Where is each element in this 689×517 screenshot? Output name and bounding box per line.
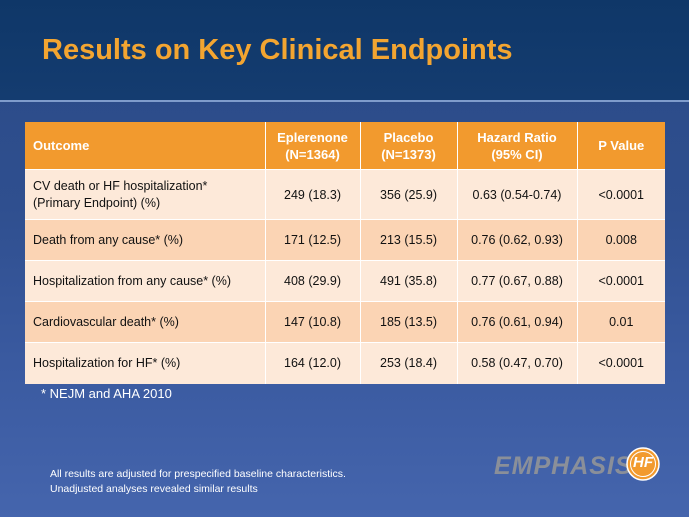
table-row: CV death or HF hospitalization* (Primary … [25, 169, 665, 220]
cell-outcome: Hospitalization from any cause* (%) [25, 260, 265, 302]
table-row: Cardiovascular death* (%) 147 (10.8) 185… [25, 301, 665, 343]
header-outcome: Outcome [25, 122, 265, 170]
cell-outcome: CV death or HF hospitalization* (Primary … [25, 169, 265, 220]
header-hazard-ratio: Hazard Ratio (95% CI) [456, 122, 577, 170]
header-placebo: Placebo (N=1373) [359, 122, 457, 170]
cell-hazard-ratio: 0.77 (0.67, 0.88) [456, 260, 577, 302]
emphasis-hf-logo: EMPHASIS HF [494, 446, 664, 486]
cell-eplerenone: 147 (10.8) [264, 301, 360, 343]
logo-badge-icon [626, 447, 660, 481]
table-row: Hospitalization from any cause* (%) 408 … [25, 260, 665, 302]
cell-p-value: <0.0001 [576, 169, 665, 220]
cell-eplerenone: 171 (12.5) [264, 219, 360, 261]
table-row: Death from any cause* (%) 171 (12.5) 213… [25, 219, 665, 261]
footnote: * NEJM and AHA 2010 [41, 386, 172, 401]
adjustment-note-line2: Unadjusted analyses revealed similar res… [50, 483, 258, 495]
table-header-row: Outcome Eplerenone (N=1364) Placebo (N=137… [25, 122, 665, 170]
cell-eplerenone: 164 (12.0) [264, 342, 360, 384]
cell-p-value: 0.01 [576, 301, 665, 343]
cell-p-value: 0.008 [576, 219, 665, 261]
cell-outcome: Hospitalization for HF* (%) [25, 342, 265, 384]
cell-placebo: 491 (35.8) [359, 260, 457, 302]
cell-hazard-ratio: 0.58 (0.47, 0.70) [456, 342, 577, 384]
cell-hazard-ratio: 0.63 (0.54-0.74) [456, 169, 577, 220]
logo-wordmark: EMPHASIS [494, 452, 633, 480]
cell-eplerenone: 249 (18.3) [264, 169, 360, 220]
cell-eplerenone: 408 (29.9) [264, 260, 360, 302]
slide-title: Results on Key Clinical Endpoints [42, 34, 513, 66]
header-p-value: P Value [576, 122, 665, 170]
cell-p-value: <0.0001 [576, 260, 665, 302]
cell-hazard-ratio: 0.76 (0.61, 0.94) [456, 301, 577, 343]
cell-placebo: 213 (15.5) [359, 219, 457, 261]
cell-placebo: 185 (13.5) [359, 301, 457, 343]
results-table: Outcome Eplerenone (N=1364) Placebo (N=137… [25, 122, 665, 384]
header-eplerenone: Eplerenone (N=1364) [264, 122, 360, 170]
cell-placebo: 356 (25.9) [359, 169, 457, 220]
cell-placebo: 253 (18.4) [359, 342, 457, 384]
logo-badge-label: HF [633, 454, 653, 471]
cell-outcome: Cardiovascular death* (%) [25, 301, 265, 343]
cell-hazard-ratio: 0.76 (0.62, 0.93) [456, 219, 577, 261]
cell-outcome: Death from any cause* (%) [25, 219, 265, 261]
title-bar: Results on Key Clinical Endpoints [0, 0, 689, 102]
adjustment-note: All results are adjusted for prespecifie… [50, 467, 346, 497]
cell-p-value: <0.0001 [576, 342, 665, 384]
table-row: Hospitalization for HF* (%) 164 (12.0) 2… [25, 342, 665, 384]
adjustment-note-line1: All results are adjusted for prespecifie… [50, 468, 346, 480]
